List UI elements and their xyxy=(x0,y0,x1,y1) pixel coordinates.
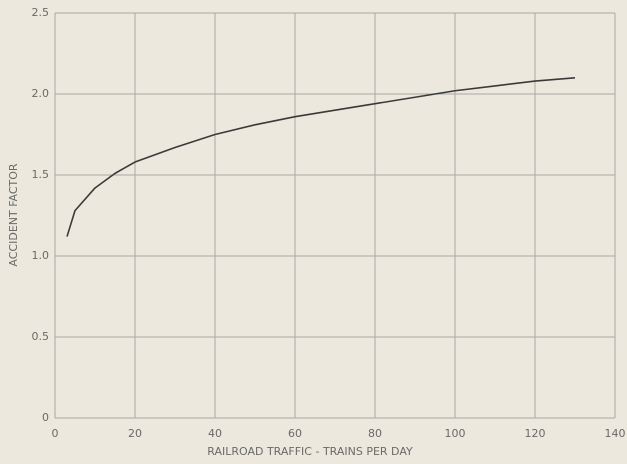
y-tick-label: 0 xyxy=(42,411,49,424)
y-tick-label: 1.0 xyxy=(32,249,50,262)
x-tick-label: 80 xyxy=(368,427,382,440)
y-tick-label: 2.0 xyxy=(32,87,50,100)
x-tick-label: 20 xyxy=(128,427,142,440)
x-tick-label: 120 xyxy=(525,427,546,440)
x-tick-label: 60 xyxy=(288,427,302,440)
data-line xyxy=(66,77,576,237)
x-tick-label: 140 xyxy=(605,427,626,440)
y-tick-label: 1.5 xyxy=(32,168,50,181)
x-tick-label: 100 xyxy=(445,427,466,440)
x-axis-label: RAILROAD TRAFFIC - TRAINS PER DAY xyxy=(207,445,413,458)
y-tick-label: 0.5 xyxy=(32,330,50,343)
x-tick-label: 40 xyxy=(208,427,222,440)
y-tick-label: 2.5 xyxy=(32,6,50,19)
x-tick-label: 0 xyxy=(52,427,59,440)
y-axis-label: ACCIDENT FACTOR xyxy=(7,163,20,267)
